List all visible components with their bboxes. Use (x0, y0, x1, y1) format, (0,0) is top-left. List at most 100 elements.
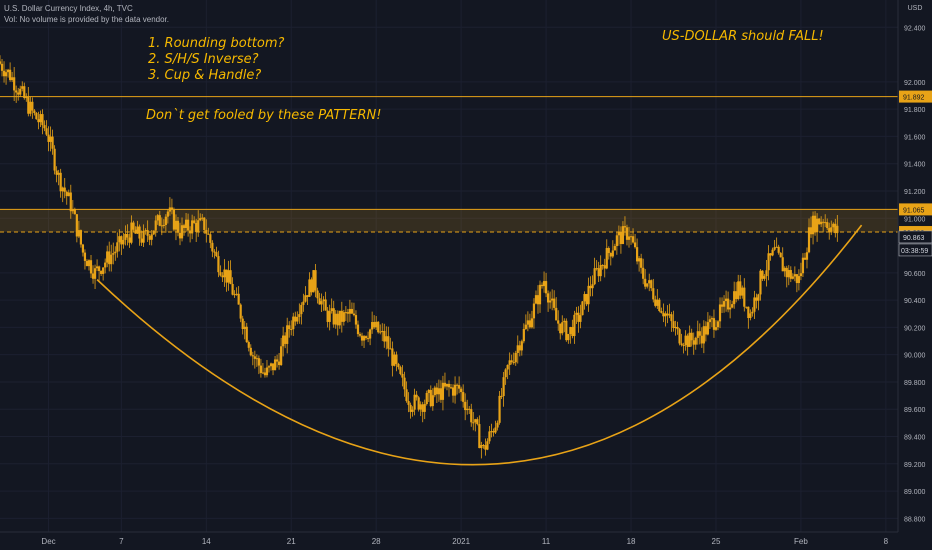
candle-body (330, 308, 333, 312)
candle-body (799, 273, 803, 277)
candle-body (364, 336, 368, 339)
candle-body (407, 401, 410, 405)
candle-body (664, 313, 667, 317)
candle-body (712, 318, 716, 330)
candle-body (775, 246, 778, 248)
candle-body (154, 220, 157, 231)
candle-body (472, 422, 475, 424)
candle-body (318, 298, 321, 305)
candle-body (296, 317, 299, 322)
candle-body (824, 222, 827, 224)
candle-body (496, 422, 499, 428)
candle-body (830, 227, 833, 233)
candle-body (114, 251, 117, 254)
candle-body (168, 207, 171, 212)
plot-area[interactable] (0, 0, 898, 532)
candle-body (547, 293, 550, 303)
candle-body (619, 231, 623, 244)
countdown-badge-bg (898, 243, 932, 257)
candle-body (328, 311, 331, 322)
candle-body (144, 230, 147, 232)
candle-body (265, 367, 269, 376)
candle-body (553, 298, 556, 308)
candle-body (247, 342, 250, 348)
price-axis-unit: USD (908, 5, 923, 12)
annotation-call: US-DOLLAR should FALL! (662, 29, 824, 44)
candle-body (411, 409, 414, 412)
candle-body (29, 101, 32, 114)
candle-body (660, 311, 663, 313)
candle-body (498, 395, 501, 423)
candle-body (753, 297, 756, 312)
candle-body (316, 290, 319, 299)
price-tick-label: 89.800 (904, 380, 926, 387)
candle-body (836, 225, 839, 234)
candle-body (757, 294, 760, 301)
candle-body (532, 303, 536, 319)
candle-body (17, 92, 20, 95)
candle-body (75, 214, 78, 237)
candle-body (652, 288, 655, 300)
candle-body (820, 221, 823, 225)
candle-body (322, 299, 325, 302)
candle-body (55, 170, 58, 175)
candle-body (120, 236, 123, 245)
candle-body (134, 229, 137, 234)
grid-lines (0, 0, 898, 532)
candle-body (729, 307, 732, 310)
candle-body (100, 270, 103, 274)
candle-body (356, 324, 360, 335)
candle-body (437, 388, 440, 395)
candle-body (512, 362, 515, 364)
candle-body (720, 304, 724, 307)
candle-body (381, 330, 384, 332)
candle-body (31, 101, 34, 111)
candle-body (832, 223, 835, 228)
candle-body (534, 295, 538, 304)
candle-body (310, 279, 313, 293)
candle-body (366, 338, 370, 340)
candle-body (761, 270, 764, 279)
candle-body (267, 366, 271, 368)
candle-body (25, 97, 28, 99)
candle-body (397, 363, 400, 368)
candle-body (334, 313, 337, 325)
candle-body (648, 280, 651, 284)
candle-body (15, 90, 18, 93)
candle-body (261, 372, 265, 374)
candle-body (807, 227, 811, 253)
candle-body (170, 207, 174, 210)
candle-body (601, 265, 604, 267)
resistance-zone (0, 209, 898, 233)
candle-body (635, 247, 639, 262)
candle-body (237, 293, 240, 305)
candle-body (791, 276, 794, 279)
time-axis-ticks[interactable]: Dec 7 14 21 28 2021 11 18 25 Feb 8 (41, 537, 888, 546)
current-price-badge: 90.863 (903, 235, 925, 242)
candle-body (455, 384, 459, 386)
price-tick-label: 89.400 (904, 435, 926, 442)
candle-body (81, 244, 85, 253)
candle-body (718, 304, 722, 322)
candle-body (526, 320, 529, 325)
candle-body (767, 253, 770, 271)
candle-body (654, 299, 657, 306)
candle-body (739, 281, 742, 296)
candle-body (292, 316, 295, 330)
candle-body (395, 354, 398, 364)
candle-body (826, 222, 829, 229)
candle-body (379, 331, 382, 333)
candle-body (389, 348, 392, 350)
candle-body (486, 441, 489, 450)
candle-body (818, 218, 821, 225)
current-price-badge-bg (898, 230, 932, 244)
candle-body (615, 235, 618, 247)
candle-body (53, 148, 56, 171)
candle-body (579, 315, 582, 322)
candle-body (585, 294, 588, 305)
candle-body (19, 88, 22, 95)
candle-body (49, 136, 52, 142)
candle-body (617, 231, 620, 236)
